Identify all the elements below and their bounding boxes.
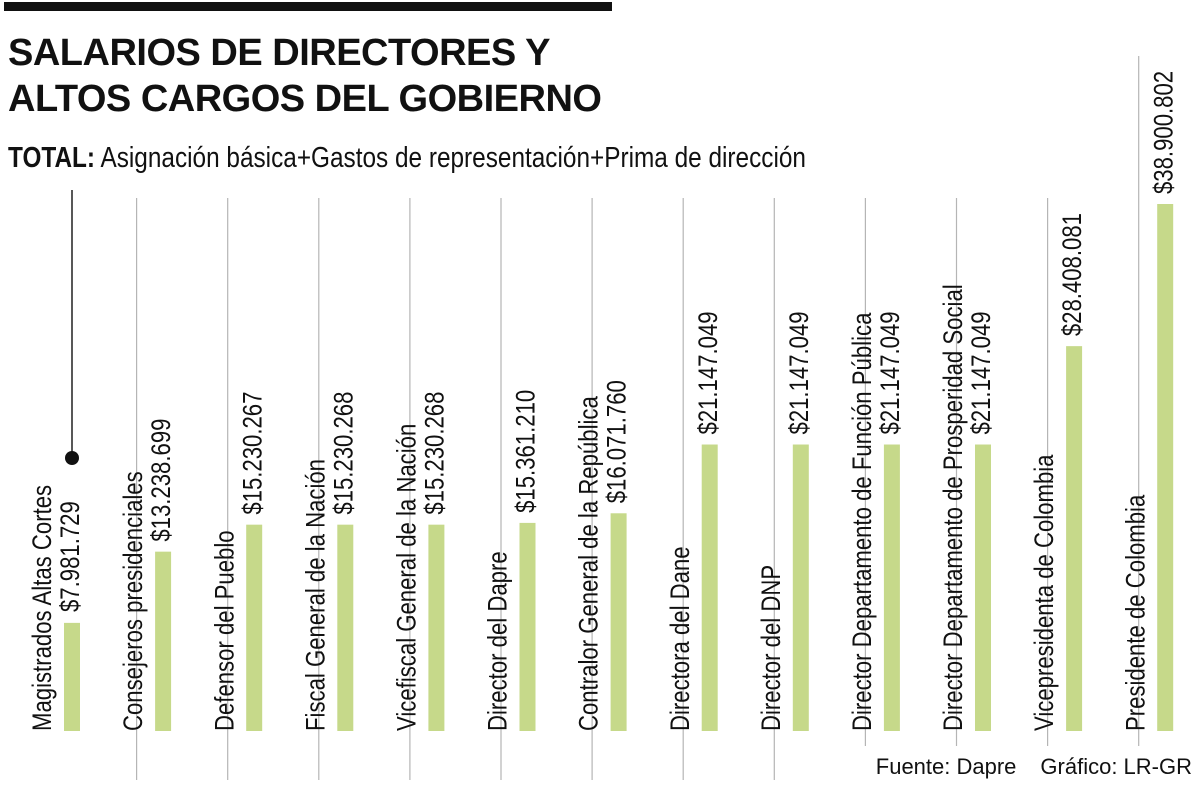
category-label: Contralor General de la República [574, 395, 604, 731]
category-label: Presidente de Colombia [1120, 494, 1150, 731]
chart-title: SALARIOS DE DIRECTORES Y ALTOS CARGOS DE… [8, 30, 648, 122]
value-label: $13.238.699 [146, 419, 176, 542]
category-label: Vicepresidenta de Colombia [1029, 454, 1059, 731]
bar [1066, 346, 1083, 731]
category-label: Director Departamento de Prosperidad Soc… [938, 284, 968, 731]
bar [337, 524, 354, 731]
value-label: $15.230.268 [328, 392, 358, 515]
subtitle-text: Asignación básica+Gastos de representaci… [95, 142, 806, 174]
value-label: $15.361.210 [511, 390, 541, 513]
category-label: Consejeros presidenciales [118, 471, 148, 731]
bar [246, 524, 263, 731]
value-label: $21.147.049 [875, 311, 905, 434]
category-label: Director del Dapre [483, 551, 513, 731]
bar [1157, 204, 1174, 731]
bar [792, 444, 809, 731]
category-label: Director del DNP [756, 565, 786, 731]
bar [64, 622, 80, 731]
value-label: $7.981.729 [55, 501, 85, 612]
category-label: Director Departamento de Función Pública [847, 312, 877, 731]
leader-dot [65, 451, 79, 465]
value-label: $28.408.081 [1057, 213, 1087, 336]
credit-note: Gráfico: LR-GR [1040, 754, 1192, 779]
chart-subtitle: TOTAL: Asignación básica+Gastos de repre… [8, 138, 848, 178]
chart-title-line-1: SALARIOS DE DIRECTORES Y [8, 32, 550, 74]
value-label: $21.147.049 [784, 311, 814, 434]
bar [975, 444, 991, 731]
value-label: $15.230.267 [237, 392, 267, 515]
category-label: Defensor del Pueblo [209, 530, 239, 731]
source-note: Fuente: Dapre [875, 754, 1017, 779]
top-rule [4, 2, 612, 11]
value-label: $16.071.760 [602, 380, 632, 503]
category-label: Vicefiscal General de la Nación [392, 424, 422, 731]
bar [519, 522, 536, 731]
bar [701, 444, 718, 731]
bar [610, 513, 627, 731]
chart-footer: Fuente: Dapre Gráfico: LR-GR [876, 752, 1192, 782]
category-label: Fiscal General de la Nación [300, 459, 330, 731]
category-label: Directora del Dane [665, 546, 695, 731]
value-label: $21.147.049 [693, 311, 723, 434]
value-label: $15.230.268 [420, 392, 450, 515]
bar [428, 524, 445, 731]
bar [883, 444, 900, 731]
subtitle-bold: TOTAL: [8, 142, 96, 174]
value-label: $38.900.802 [1148, 71, 1178, 194]
value-label: $21.147.049 [966, 311, 996, 434]
bar [155, 551, 172, 731]
chart-title-line-2: ALTOS CARGOS DEL GOBIERNO [8, 78, 602, 120]
category-label: Magistrados Altas Cortes [27, 485, 57, 731]
